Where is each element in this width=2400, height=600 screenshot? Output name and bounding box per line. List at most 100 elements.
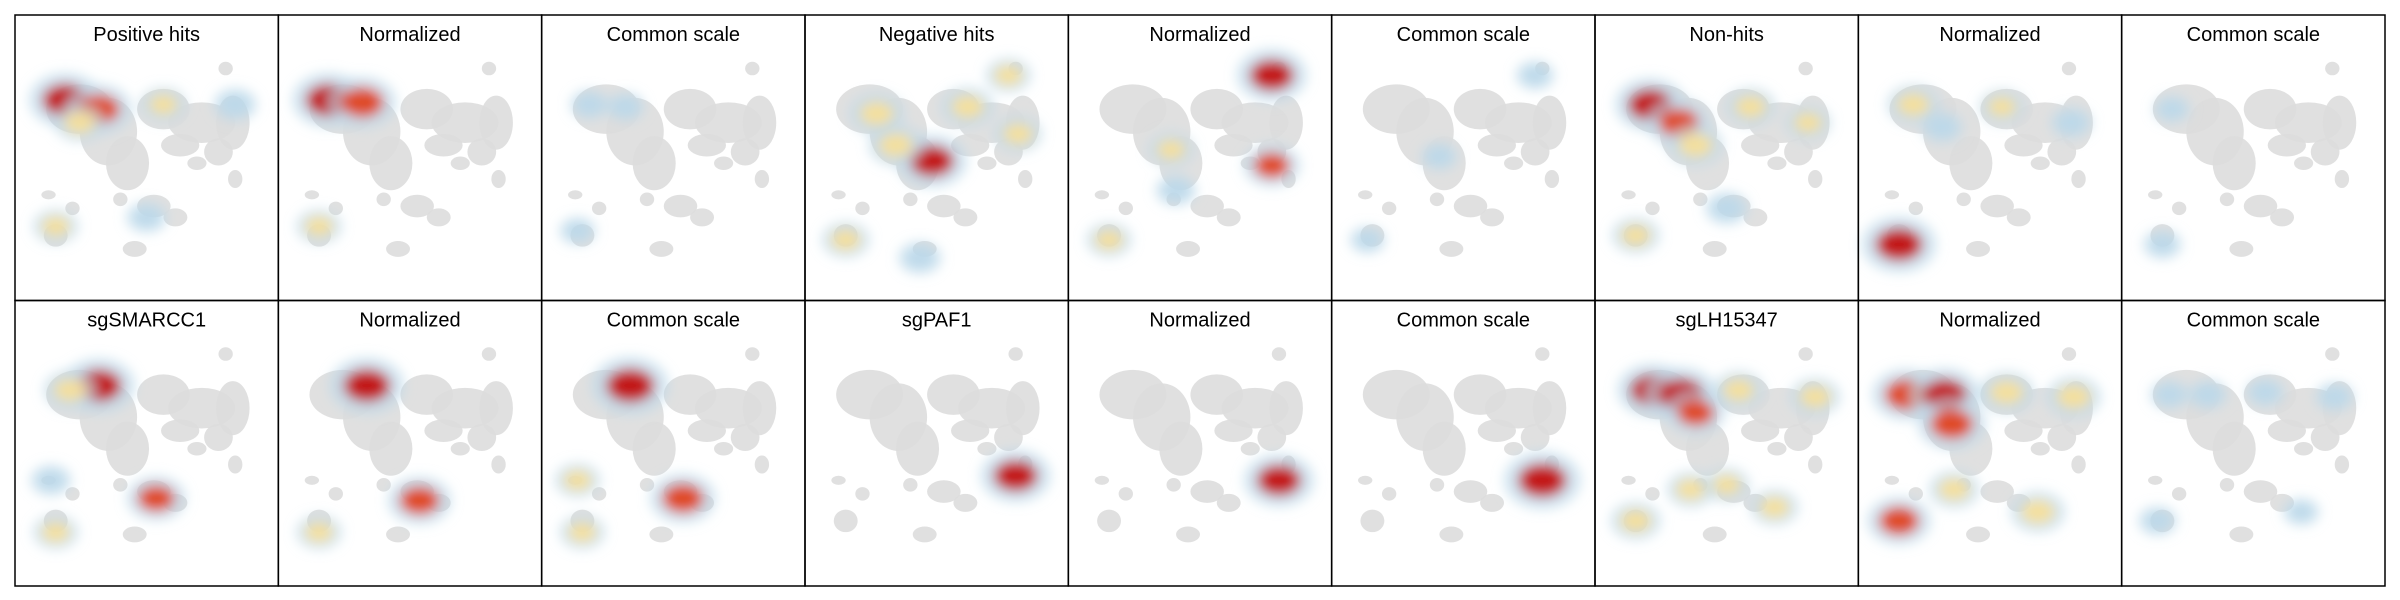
density-spot [1094,229,1124,250]
density-spot [1620,509,1652,532]
density-spot [2056,384,2091,409]
panel-title: Common scale [1397,24,1530,46]
density-spot [1735,95,1767,118]
panel-3: Common scale [540,14,806,302]
density-spot [1875,228,1923,261]
density-spot [563,470,592,491]
panel-title: sgPAF1 [902,310,972,332]
panel-6: Common scale [1330,14,1596,302]
density-layer [554,356,716,550]
density-spot [1759,496,1790,518]
panel-title: Common scale [1397,310,1530,332]
panel-title: sgSMARCC1 [87,310,206,332]
density-spot [340,87,384,118]
cell-cloud [1094,347,1303,543]
density-spot [304,216,334,237]
density-spot [1712,474,1741,495]
panel-18: Common scale [2120,299,2386,587]
density-layer [1861,85,2092,273]
panel-title: Normalized [359,310,460,332]
density-spot [2289,503,2313,520]
density-layer [1611,78,1831,254]
density-layer [296,357,452,550]
density-spot [568,522,597,543]
density-spot [1929,118,1955,137]
density-spot [1518,463,1567,498]
density-spot [1938,478,1970,501]
panel-11: Normalized [277,299,543,587]
density-spot [64,111,96,134]
panel-4: Negative hits [804,14,1070,302]
density-layer [2143,95,2191,259]
density-spot [1989,380,2024,405]
panel-12: Common scale [540,299,806,587]
density-spot [1987,96,2017,117]
panel-title: Common scale [2187,24,2320,46]
panel-14: Normalized [1067,299,1333,587]
panel-5: Normalized [1067,14,1333,302]
density-spot [830,229,861,251]
density-spot [1523,66,1548,84]
density-spot [993,460,1038,492]
panel-9: Common scale [2120,14,2386,302]
density-layer [1610,363,1841,540]
density-spot [1677,399,1714,426]
panel-8: Normalized [1857,14,2123,302]
density-spot [1879,507,1919,535]
density-spot [1793,112,1823,133]
density-spot [606,368,655,403]
cell-cloud [568,61,777,257]
density-spot [1620,224,1651,246]
cell-cloud [1358,61,1567,257]
panel-1: Positive hits [14,14,280,302]
density-spot [662,484,704,513]
density-spot [2020,499,2055,524]
density-spot [149,94,178,115]
density-layer [1349,60,1555,254]
panel-title: Normalized [1149,310,1250,332]
panel-title: Normalized [1149,24,1250,46]
density-layer [1243,454,1315,507]
panel-title: Negative hits [879,24,995,46]
density-spot [1249,59,1294,91]
cell-cloud [1358,347,1567,543]
density-spot [577,96,602,114]
density-spot [2145,512,2170,530]
density-spot [951,95,985,119]
density-spot [1157,139,1186,160]
density-spot [343,369,391,402]
density-spot [2150,235,2175,253]
density-spot [859,101,894,126]
density-spot [1254,153,1290,178]
density-spot [137,485,175,512]
density-spot [1675,478,1706,500]
density-spot [1897,93,1930,117]
density-spot [1930,409,1973,439]
panel-title: Normalized [1939,24,2040,46]
density-spot [38,471,64,490]
density-layer [30,358,186,550]
density-spot [1003,123,1033,145]
panel-title: Common scale [607,24,740,46]
density-layer [1503,451,1581,510]
panel-title: Common scale [2187,310,2320,332]
density-spot [41,216,70,237]
panel-title: sgLH15347 [1676,310,1778,332]
density-spot [2195,386,2220,404]
panel-title: Normalized [359,24,460,46]
density-spot [2160,101,2184,118]
density-spot [1356,232,1379,248]
density-layer [1867,368,2101,545]
density-spot [41,522,70,543]
panel-17: Normalized [1857,299,2123,587]
panel-title: Normalized [1939,310,2040,332]
density-spot [1799,385,1831,408]
panel-7: Non-hits [1594,14,1860,302]
panel-15: Common scale [1330,299,1596,587]
cell-cloud [2148,61,2357,257]
density-spot [1713,198,1741,218]
panel-10: sgSMARCC1 [14,299,280,587]
density-spot [399,486,440,515]
density-layer [559,90,645,245]
